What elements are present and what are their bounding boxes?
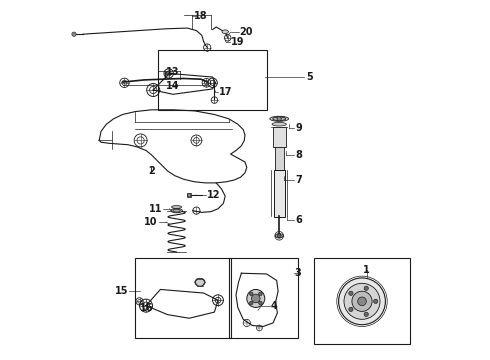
Ellipse shape [222, 30, 228, 33]
Text: 19: 19 [231, 37, 244, 48]
Circle shape [249, 292, 253, 296]
Circle shape [247, 289, 265, 307]
Circle shape [259, 301, 262, 305]
Circle shape [339, 278, 386, 325]
Text: 5: 5 [306, 72, 313, 82]
Text: 1: 1 [363, 265, 370, 275]
Circle shape [364, 286, 368, 291]
Text: 12: 12 [207, 190, 220, 201]
Text: 16: 16 [140, 303, 154, 313]
Text: 15: 15 [115, 286, 128, 296]
Ellipse shape [272, 122, 286, 126]
Bar [274, 147, 284, 170]
Circle shape [358, 297, 367, 306]
Circle shape [72, 32, 76, 36]
Text: 9: 9 [295, 123, 302, 133]
Text: 18: 18 [194, 11, 208, 21]
Circle shape [277, 234, 281, 238]
Text: 2: 2 [148, 166, 155, 176]
Circle shape [187, 193, 191, 197]
Circle shape [373, 299, 378, 303]
Bar [314, 258, 410, 344]
Text: 13: 13 [166, 67, 180, 77]
Text: 6: 6 [295, 215, 302, 225]
Circle shape [352, 291, 372, 311]
Text: 20: 20 [240, 27, 253, 37]
Text: 10: 10 [145, 217, 158, 227]
Circle shape [349, 307, 353, 311]
Circle shape [249, 301, 253, 305]
Bar [274, 170, 285, 217]
Circle shape [344, 283, 380, 319]
Text: 4: 4 [271, 301, 278, 311]
Circle shape [277, 117, 281, 121]
Circle shape [251, 294, 260, 303]
Bar [229, 258, 298, 338]
Text: 7: 7 [295, 175, 302, 185]
Bar [273, 127, 286, 147]
Ellipse shape [275, 234, 283, 238]
Bar [135, 258, 231, 338]
Bar [187, 193, 191, 197]
Ellipse shape [172, 206, 182, 208]
Text: 17: 17 [219, 87, 233, 97]
Bar [158, 50, 267, 110]
Text: 3: 3 [294, 268, 301, 278]
Ellipse shape [273, 117, 286, 121]
Ellipse shape [173, 209, 180, 212]
Text: 14: 14 [166, 81, 180, 91]
Ellipse shape [270, 116, 289, 121]
Ellipse shape [171, 208, 182, 213]
Ellipse shape [195, 278, 205, 286]
Circle shape [364, 312, 368, 316]
Circle shape [259, 292, 262, 296]
Text: 11: 11 [148, 204, 162, 214]
Text: 8: 8 [295, 150, 302, 160]
Circle shape [349, 291, 353, 296]
